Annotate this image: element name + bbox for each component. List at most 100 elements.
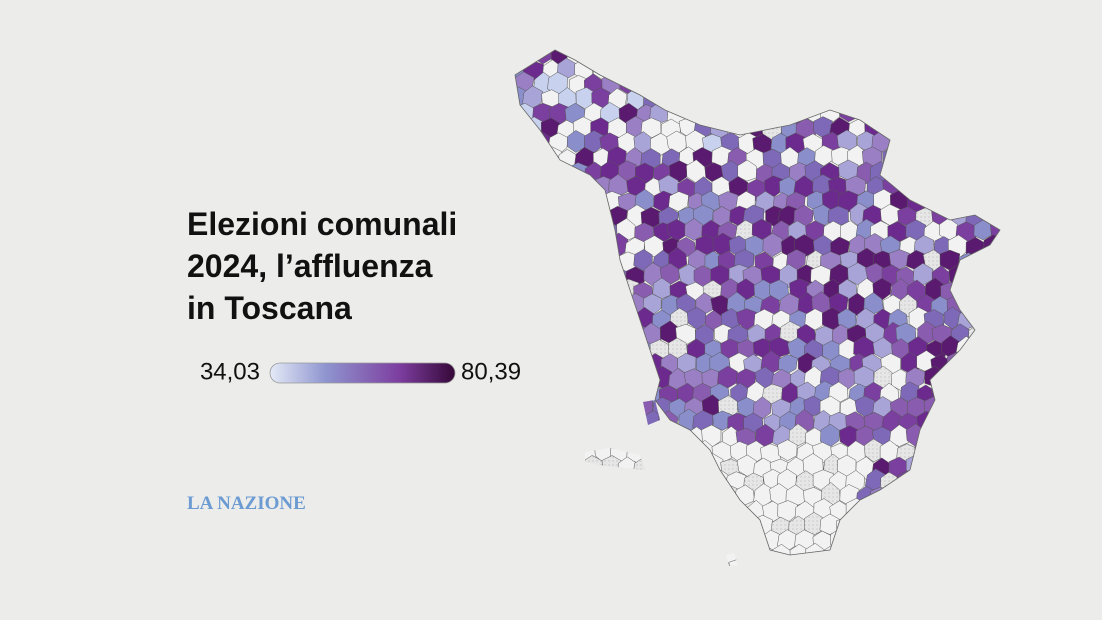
municipality (743, 88, 765, 111)
municipality (633, 545, 655, 566)
municipality (862, 29, 881, 50)
municipality (558, 204, 579, 228)
municipality (713, 50, 733, 51)
municipality (788, 423, 808, 447)
municipality (991, 335, 1000, 359)
municipality (703, 74, 724, 98)
municipality (965, 50, 988, 53)
municipality (518, 483, 538, 506)
municipality (517, 427, 537, 448)
municipality (524, 351, 544, 374)
municipality (669, 50, 691, 65)
municipality (515, 205, 528, 229)
municipality (530, 248, 550, 271)
municipality (551, 513, 573, 536)
municipality (567, 252, 587, 275)
municipality (542, 529, 562, 552)
municipality (491, 503, 511, 525)
municipality (525, 176, 547, 198)
municipality (624, 411, 646, 435)
municipality (610, 324, 632, 348)
municipality (846, 528, 866, 551)
municipality (565, 338, 585, 359)
municipality (863, 557, 884, 566)
municipality (796, 50, 817, 53)
municipality (491, 558, 510, 580)
municipality (728, 531, 750, 554)
municipality (591, 50, 613, 51)
municipality (737, 50, 757, 67)
municipality (618, 397, 639, 421)
municipality (581, 426, 602, 449)
municipality (736, 101, 757, 125)
municipality (683, 455, 704, 478)
municipality (694, 55, 714, 80)
municipality (906, 101, 926, 123)
municipality (830, 88, 852, 111)
municipality (940, 50, 961, 63)
municipality (880, 50, 901, 54)
legend-max: 80,39 (461, 358, 521, 385)
municipality (565, 544, 586, 566)
municipality (557, 526, 578, 550)
municipality (983, 119, 1000, 140)
municipality (565, 221, 586, 245)
municipality (652, 50, 674, 68)
municipality (710, 88, 731, 111)
region-outline (514, 49, 1001, 556)
municipality (836, 516, 857, 539)
municipality (958, 129, 978, 153)
municipality (864, 90, 886, 112)
municipality (957, 193, 979, 216)
brand-logo: LA NAZIONE (187, 493, 306, 514)
municipality (542, 471, 562, 495)
municipality (701, 515, 722, 537)
municipality (804, 50, 826, 67)
municipality (515, 263, 526, 286)
municipality (489, 176, 509, 198)
municipality (515, 280, 520, 303)
municipality (941, 161, 962, 186)
municipality (547, 189, 568, 213)
municipality (975, 514, 997, 537)
municipality (524, 235, 544, 258)
municipality (888, 50, 909, 65)
municipality (603, 426, 623, 450)
municipality (974, 191, 994, 213)
municipality (898, 88, 919, 111)
municipality (549, 280, 568, 303)
municipality (619, 308, 639, 333)
municipality (572, 293, 594, 318)
municipality (956, 515, 976, 537)
municipality (530, 426, 552, 452)
municipality (948, 500, 970, 524)
municipality (907, 74, 929, 96)
municipality (840, 75, 861, 97)
municipality (609, 296, 631, 318)
municipality (515, 324, 529, 347)
municipality (797, 58, 817, 83)
municipality (780, 88, 801, 111)
municipality (686, 73, 708, 95)
municipality (933, 85, 954, 108)
municipality (515, 309, 521, 331)
municipality (990, 251, 1000, 273)
municipality (890, 513, 911, 536)
municipality (530, 309, 552, 334)
municipality (794, 87, 814, 112)
municipality (829, 27, 849, 49)
municipality (488, 31, 508, 51)
municipality (524, 322, 546, 345)
municipality (515, 294, 527, 319)
municipality (576, 532, 597, 555)
municipality (542, 499, 564, 524)
municipality (976, 132, 996, 157)
municipality (930, 410, 950, 433)
legend-bar (269, 362, 456, 384)
municipality (888, 545, 910, 566)
municipality (649, 486, 670, 508)
municipality (711, 559, 732, 566)
municipality (685, 484, 706, 506)
municipality (491, 149, 511, 169)
municipality (708, 530, 730, 553)
